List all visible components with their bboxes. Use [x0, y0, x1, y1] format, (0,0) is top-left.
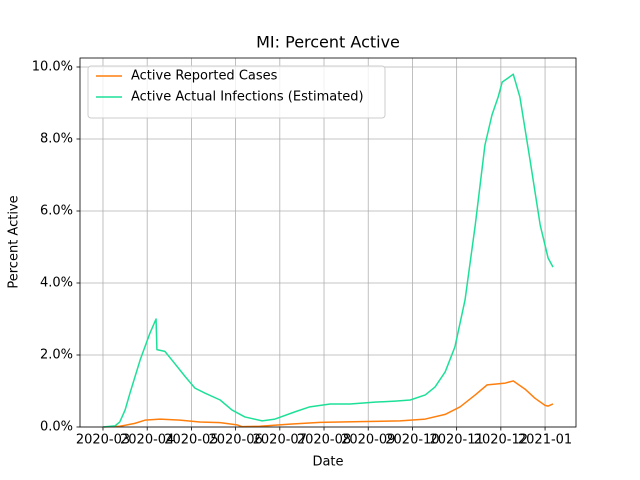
legend-label: Active Actual Infections (Estimated) [131, 90, 364, 105]
x-tick-label: 2020-11 [429, 433, 483, 448]
y-tick-label: 10.0% [32, 60, 73, 75]
y-tick-label: 8.0% [40, 132, 73, 147]
x-tick-label: 2020-08 [297, 433, 351, 448]
x-tick-label: 2021-01 [518, 433, 572, 448]
chart-title: MI: Percent Active [256, 33, 400, 52]
y-tick-label: 6.0% [40, 204, 73, 219]
x-tick-label: 2020-04 [120, 433, 174, 448]
y-tick-label: 4.0% [40, 276, 73, 291]
x-tick-label: 2020-06 [208, 433, 262, 448]
x-axis-label: Date [312, 455, 343, 470]
x-tick-label: 2020-12 [474, 433, 528, 448]
legend-label: Active Reported Cases [131, 69, 278, 84]
y-axis-label: Percent Active [7, 195, 22, 288]
y-tick-label: 2.0% [40, 348, 73, 363]
x-tick-label: 2020-05 [164, 433, 218, 448]
data-line [102, 73, 554, 428]
y-tick-label: 0.0% [40, 420, 73, 435]
x-tick-label: 2020-03 [76, 433, 130, 448]
legend-box [87, 65, 386, 119]
axes-frame [79, 57, 577, 428]
x-tick-label: 2020-09 [341, 433, 395, 448]
x-tick-label: 2020-10 [385, 433, 439, 448]
data-line [102, 380, 554, 428]
x-tick-label: 2020-07 [253, 433, 307, 448]
